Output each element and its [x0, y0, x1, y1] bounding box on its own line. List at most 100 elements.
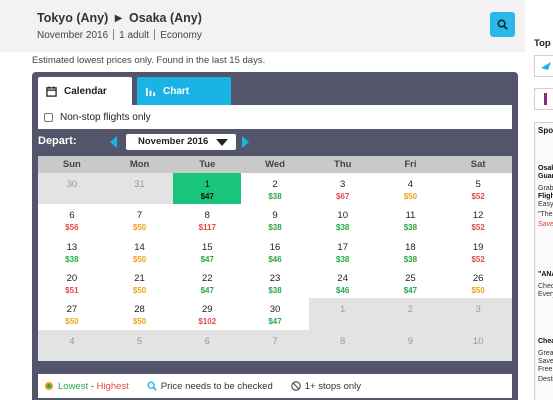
calendar-day[interactable]: 5 $52	[444, 173, 512, 204]
tab-calendar[interactable]: Calendar	[38, 77, 132, 105]
weekday-label: Tue	[199, 159, 216, 170]
legend-stops-label: 1+ stops only	[304, 380, 361, 392]
day-number: 31	[134, 179, 145, 190]
calendar-day[interactable]: 30 $47	[241, 298, 309, 329]
day-price: $117	[198, 223, 216, 233]
day-number: 6	[69, 210, 75, 222]
divider	[154, 29, 156, 40]
calendar-day[interactable]: 27 $50	[38, 298, 106, 329]
divider	[113, 29, 115, 40]
day-number: 22	[201, 273, 213, 284]
sidebar: Top Spo Osak Guar Grab Fligh Easy "The S…	[530, 0, 553, 400]
tab-chart[interactable]: Chart	[137, 77, 231, 105]
calendar-day[interactable]: 20 $51	[38, 267, 106, 298]
day-number: 26	[472, 273, 484, 284]
day-price: $50	[132, 286, 147, 295]
day-number: 11	[405, 210, 416, 222]
calendar-day-outside: 30	[38, 173, 106, 205]
day-number: 30	[269, 304, 281, 316]
calendar-day[interactable]: 17 $38	[309, 236, 377, 267]
day-number: 16	[269, 241, 281, 253]
calendar-day[interactable]: 24 $46	[309, 267, 377, 298]
calendar-day[interactable]: 22 $47	[173, 267, 241, 298]
ad-text: Chec	[538, 283, 553, 290]
day-price: $38	[336, 223, 350, 233]
day-number: 12	[472, 210, 484, 222]
sidebar-card[interactable]	[534, 88, 553, 110]
ad-title[interactable]: Chea	[538, 338, 553, 345]
calendar-day[interactable]: 8 $117	[173, 204, 241, 235]
calendar-day[interactable]: 2 $38	[241, 173, 309, 204]
ad-title[interactable]: Guar	[538, 173, 553, 180]
sidebar-card[interactable]	[534, 55, 553, 77]
calendar-day[interactable]: 15 $47	[173, 236, 241, 267]
day-price: $52	[471, 254, 485, 264]
legend-stops: 1+ stops only	[291, 381, 361, 392]
calendar-day[interactable]: 7 $50	[106, 204, 174, 235]
calendar-day[interactable]: 23 $38	[241, 267, 309, 298]
sidebar-top-heading: Top	[534, 38, 551, 49]
calendar-day[interactable]: 26 $50	[444, 267, 512, 298]
no-symbol-icon	[291, 381, 301, 391]
day-number: 17	[337, 241, 348, 253]
day-number: 9	[407, 335, 414, 347]
calendar-day[interactable]: 9 $38	[241, 204, 309, 235]
day-number: 3	[340, 179, 346, 190]
legend-highest: Highest	[96, 380, 129, 392]
calendar-day[interactable]: 21 $50	[106, 267, 174, 298]
calendar-day[interactable]: 29 $102	[173, 298, 241, 329]
search-icon	[497, 19, 508, 30]
weekday-label: Wed	[265, 159, 285, 170]
nonstop-checkbox[interactable]	[44, 112, 53, 122]
calendar-day[interactable]: 11 $38	[377, 204, 445, 235]
calendar-grid: 30 31 1 $47 2 $38 3 $67 4 $50 5 $52 6 $56 7 $50 8 $117 9 $3…	[38, 173, 512, 361]
calendar-day[interactable]: 14 $50	[106, 236, 174, 267]
calendar-day-selected[interactable]: 1 $47	[173, 173, 242, 205]
calendar-day[interactable]: 4 $50	[377, 173, 445, 204]
calendar-day[interactable]: 10 $38	[309, 204, 377, 235]
day-price: $51	[65, 286, 79, 295]
bar-chart-icon	[145, 87, 156, 96]
calendar-day[interactable]: 19 $52	[444, 236, 512, 267]
day-number: 8	[204, 210, 210, 222]
day-price: $102	[198, 317, 217, 327]
legend: Lowest - Highest Price needs to be check…	[38, 374, 512, 398]
day-number: 29	[201, 304, 213, 316]
ad-title[interactable]: "ANA	[538, 271, 553, 278]
day-number: 7	[136, 210, 143, 222]
tab-calendar-label: Calendar	[64, 85, 107, 97]
search-summary-header: Tokyo (Any) ▶ Osaka (Any) November 2016 1…	[0, 0, 525, 52]
legend-dash: -	[88, 380, 97, 392]
route-title: Tokyo (Any) ▶ Osaka (Any)	[37, 11, 202, 25]
calendar-day[interactable]: 28 $50	[106, 298, 174, 329]
airline-logo-icon	[544, 93, 547, 105]
origin-label: Tokyo (Any)	[37, 11, 109, 25]
previous-month-arrow[interactable]	[110, 136, 117, 148]
calendar-day-outside: 4	[38, 329, 106, 361]
calendar-day[interactable]: 6 $56	[38, 204, 106, 235]
next-month-arrow[interactable]	[242, 136, 249, 148]
calendar-day[interactable]: 18 $38	[377, 236, 445, 267]
day-number: 4	[69, 335, 75, 347]
calendar-day[interactable]: 3 $67	[309, 173, 377, 204]
weekday-label: Thu	[334, 159, 352, 170]
day-price: $38	[268, 223, 282, 233]
calendar-day[interactable]: 13 $38	[38, 236, 106, 267]
day-number: 20	[66, 273, 78, 284]
calendar-day[interactable]: 12 $52	[444, 204, 512, 235]
calendar-day[interactable]: 25 $47	[377, 267, 445, 298]
month-select[interactable]: November 2016	[126, 134, 236, 150]
ad-text: Easy	[538, 201, 553, 208]
ad-text: Free	[538, 366, 553, 373]
chevron-down-icon	[216, 139, 228, 146]
legend-lowest: Lowest	[58, 380, 89, 392]
trip-month: November 2016	[37, 30, 109, 41]
weekday-label: Sun	[62, 159, 81, 170]
calendar-day-outside: 7	[241, 329, 309, 361]
ad-title[interactable]: Osak	[538, 165, 553, 172]
legend-check-label: Price needs to be checked	[160, 380, 273, 392]
calendar-day[interactable]: 16 $46	[241, 236, 309, 267]
search-button[interactable]	[490, 12, 515, 37]
ad-text: Save	[538, 358, 553, 365]
